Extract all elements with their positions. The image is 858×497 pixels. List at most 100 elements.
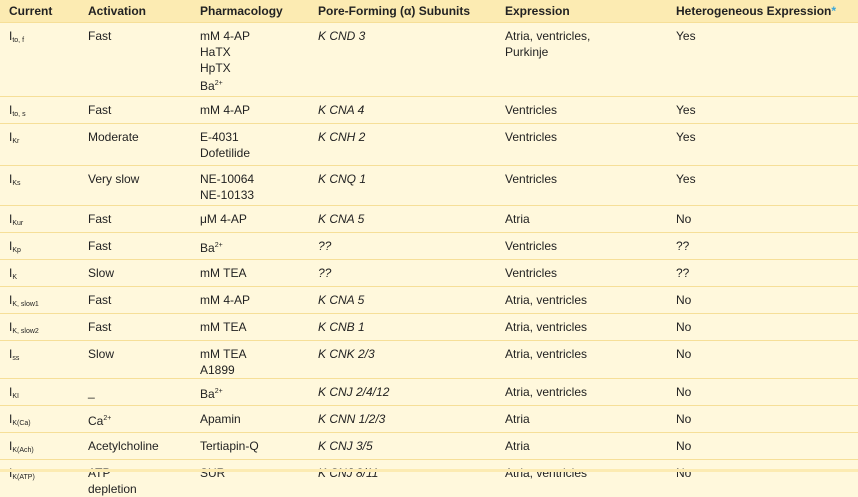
line-text: Purkinje (505, 45, 548, 59)
cell-subunits: K CNQ 1 (318, 166, 505, 206)
current-subscript: KI (12, 393, 19, 400)
header-row: Current Activation Pharmacology Pore-For… (0, 0, 858, 23)
cell-line: Atria, ventricles, (505, 28, 676, 44)
table-row: IK(Ca) Ca2+ Apamin K CNN 1/2/3 Atria No (0, 406, 858, 433)
cell-line: Atria, ventricles (505, 465, 676, 481)
table-row: IK, slow2 Fast mM TEA K CNB 1 Atria, ven… (0, 314, 858, 341)
line-text: Atria (505, 412, 530, 426)
cell-line: Ba2+ (200, 238, 318, 256)
current-subscript: K, slow2 (12, 328, 38, 335)
current-subscript: K, slow1 (12, 301, 38, 308)
cell-pharmacology: SUR (200, 460, 318, 497)
cell-line: NE-10064 (200, 171, 318, 187)
cell-line: Atria, ventricles (505, 346, 676, 362)
cell-pharmacology: Ba2+ (200, 379, 318, 406)
line-text: mM TEA (200, 266, 246, 280)
cell-activation: Acetylcholine (88, 433, 200, 460)
table-row: IK Slow mM TEA ?? Ventricles ?? (0, 260, 858, 287)
cell-line: mM TEA (200, 346, 318, 362)
cell-current: IKs (0, 166, 88, 206)
cell-expression: Atria, ventricles (505, 379, 676, 406)
cell-pharmacology: Apamin (200, 406, 318, 433)
cell-heterogeneous: ?? (676, 260, 858, 287)
line-text: mM 4-AP (200, 103, 250, 117)
cell-line: Fast (88, 102, 200, 118)
cell-line: mM TEA (200, 319, 318, 335)
line-text: Tertiapin-Q (200, 439, 259, 453)
cell-heterogeneous: Yes (676, 166, 858, 206)
line-text: Moderate (88, 130, 139, 144)
line-text: Ventricles (505, 130, 557, 144)
cell-current: IK(ATP) (0, 460, 88, 497)
cell-expression: Atria, ventricles (505, 460, 676, 497)
line-text: NE-10064 (200, 172, 254, 186)
cell-activation: Slow (88, 341, 200, 379)
cell-line: Fast (88, 211, 200, 227)
line-text: Fast (88, 29, 111, 43)
cell-activation: Ca2+ (88, 406, 200, 433)
line-text: Fast (88, 103, 111, 117)
cell-heterogeneous: Yes (676, 23, 858, 97)
cell-pharmacology: mM TEA (200, 314, 318, 341)
line-text: HpTX (200, 61, 231, 75)
cell-line: Ca2+ (88, 411, 200, 429)
current-subscript: to, f (12, 37, 24, 44)
cell-current: IKr (0, 124, 88, 166)
cell-heterogeneous: No (676, 406, 858, 433)
cell-heterogeneous: No (676, 287, 858, 314)
cell-expression: Atria, ventricles (505, 287, 676, 314)
current-subscript: Kur (12, 220, 23, 227)
cell-current: IK, slow1 (0, 287, 88, 314)
line-text: mM 4-AP (200, 293, 250, 307)
cell-line: Ventricles (505, 265, 676, 281)
cell-activation: Moderate (88, 124, 200, 166)
header-pore-forming: Pore-Forming (α) Subunits (318, 0, 505, 23)
cell-heterogeneous: No (676, 433, 858, 460)
current-subscript: K (12, 274, 17, 281)
cell-line: Slow (88, 346, 200, 362)
cell-subunits: K CNK 2/3 (318, 341, 505, 379)
cell-line: Fast (88, 238, 200, 254)
cell-line: μM 4-AP (200, 211, 318, 227)
table-row: IKI _ Ba2+ K CNJ 2/4/12 Atria, ventricle… (0, 379, 858, 406)
cell-current: IK (0, 260, 88, 287)
cell-subunits: K CNJ 8/11 (318, 460, 505, 497)
cell-heterogeneous: No (676, 206, 858, 233)
cell-line: Very slow (88, 171, 200, 187)
superscript: 2+ (215, 80, 223, 87)
cell-expression: Atria (505, 206, 676, 233)
line-text: Ventricles (505, 266, 557, 280)
current-subscript: Kp (12, 247, 21, 254)
cell-pharmacology: Tertiapin-Q (200, 433, 318, 460)
cell-subunits: ?? (318, 260, 505, 287)
cell-subunits: K CNJ 3/5 (318, 433, 505, 460)
cell-line: Atria (505, 211, 676, 227)
line-text: mM TEA (200, 320, 246, 334)
cell-expression: Ventricles (505, 97, 676, 124)
line-text: Atria, ventricles (505, 385, 587, 399)
cell-heterogeneous: ?? (676, 233, 858, 260)
cell-expression: Ventricles (505, 166, 676, 206)
header-heterogeneous-label: Heterogeneous Expression (676, 4, 831, 18)
cell-line: Atria (505, 411, 676, 427)
cell-line: Fast (88, 319, 200, 335)
line-text: Atria (505, 212, 530, 226)
cell-line: Atria, ventricles (505, 319, 676, 335)
header-pharmacology: Pharmacology (200, 0, 318, 23)
cell-line: ATP (88, 465, 200, 481)
cell-heterogeneous: Yes (676, 124, 858, 166)
current-subscript: to, s (12, 111, 25, 118)
cell-line: mM 4-AP (200, 102, 318, 118)
line-text: Apamin (200, 412, 241, 426)
cell-line: Fast (88, 28, 200, 44)
cell-heterogeneous: No (676, 460, 858, 497)
cell-line: mM 4-AP (200, 28, 318, 44)
cell-subunits: K CNN 1/2/3 (318, 406, 505, 433)
cell-subunits: K CNB 1 (318, 314, 505, 341)
header-heterogeneous: Heterogeneous Expression* (676, 0, 858, 23)
